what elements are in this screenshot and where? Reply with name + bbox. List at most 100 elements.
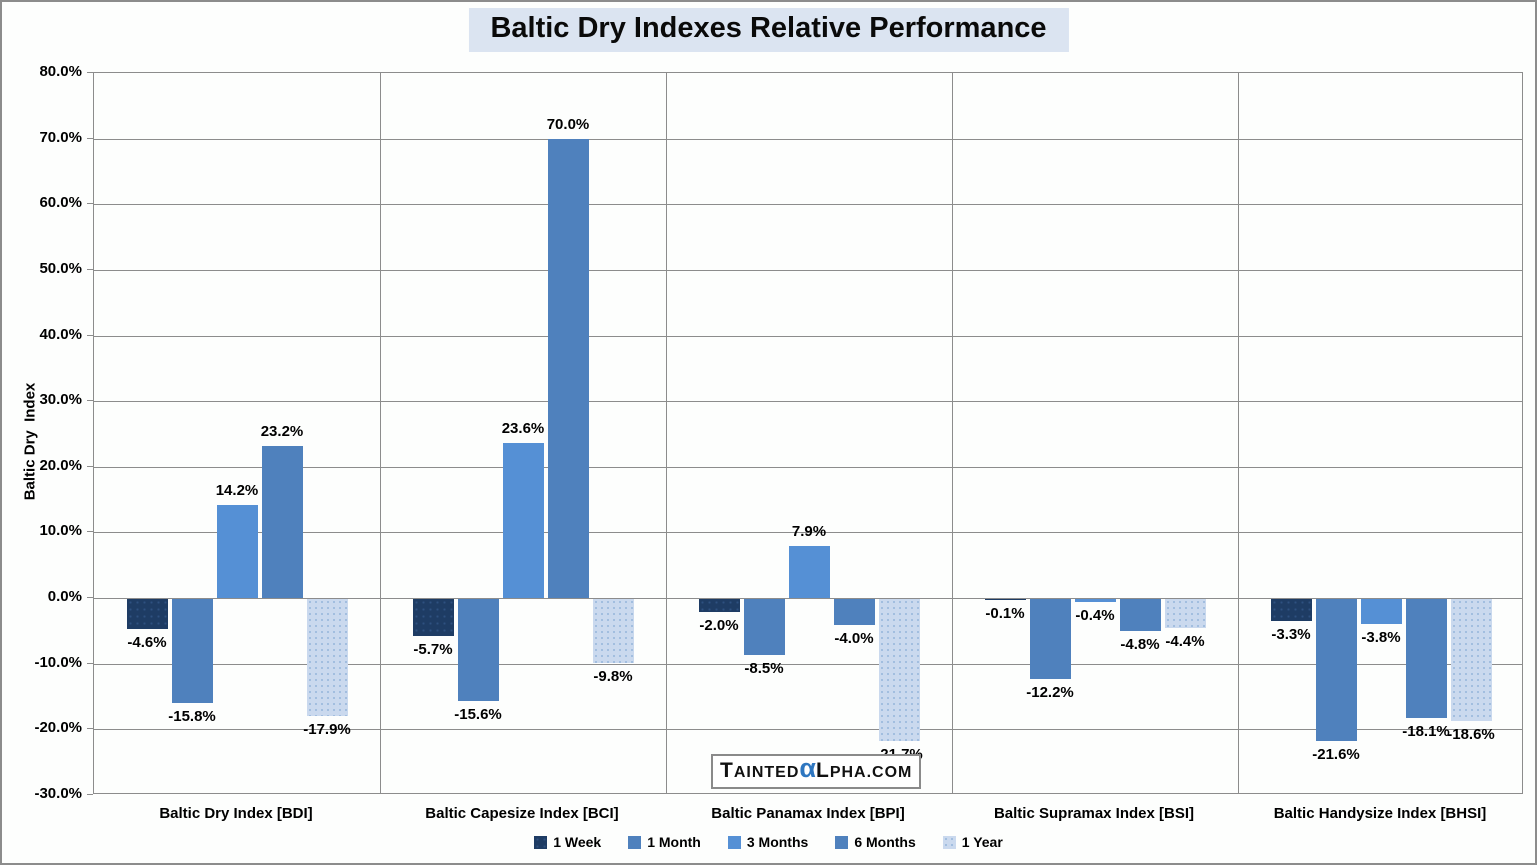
bar-value-label: 23.6%: [501, 420, 545, 437]
bar-value-label: -15.8%: [168, 708, 216, 725]
y-tick-label: -30.0%: [34, 785, 82, 802]
bar-value-label: -21.6%: [1312, 746, 1360, 763]
bar-value-label: -4.4%: [1165, 633, 1205, 650]
bar: [1164, 599, 1206, 628]
legend-item: 3 Months: [727, 834, 809, 850]
y-tick: [87, 466, 93, 467]
bar-value-label: -0.1%: [985, 605, 1025, 622]
category-label: Baltic Dry Index [BDI]: [159, 805, 313, 822]
legend-item: 1 Month: [628, 834, 701, 850]
category-separator: [952, 73, 953, 793]
category-label: Baltic Capesize Index [BCI]: [425, 805, 619, 822]
bar-value-label: -18.6%: [1447, 726, 1495, 743]
bar-value-label: -4.0%: [834, 630, 874, 647]
y-tick: [87, 203, 93, 204]
bar: [1029, 599, 1071, 679]
category-label: Baltic Panamax Index [BPI]: [711, 805, 905, 822]
legend-swatch: [628, 835, 642, 849]
y-tick-label: 80.0%: [39, 63, 82, 80]
bar-value-label: -15.6%: [454, 706, 502, 723]
bar-value-label: 23.2%: [260, 423, 304, 440]
bar-value-label: -12.2%: [1026, 684, 1074, 701]
y-tick: [87, 400, 93, 401]
y-tick: [87, 597, 93, 598]
legend-item: 1 Week: [534, 834, 601, 850]
y-tick-label: 40.0%: [39, 326, 82, 343]
bar: [743, 599, 785, 655]
alpha-glyph: α: [799, 753, 816, 783]
bar-value-label: -2.0%: [699, 617, 739, 634]
bar: [878, 599, 920, 741]
legend-swatch: [835, 835, 849, 849]
y-tick-label: 30.0%: [39, 391, 82, 408]
bar-value-label: -4.6%: [127, 634, 167, 651]
legend-item: 6 Months: [835, 834, 916, 850]
legend-swatch: [942, 835, 956, 849]
bar-value-label: -4.8%: [1120, 636, 1160, 653]
gridline: [94, 139, 1522, 140]
legend-swatch: [534, 835, 548, 849]
bar: [1360, 599, 1402, 624]
bar-value-label: -17.9%: [303, 721, 351, 738]
bar: [984, 599, 1026, 600]
y-tick: [87, 72, 93, 73]
category-label: Baltic Handysize Index [BHSI]: [1273, 805, 1487, 822]
watermark: T AINTED α L PHA.COM: [711, 753, 922, 789]
y-tick: [87, 663, 93, 664]
bar-value-label: 14.2%: [215, 482, 259, 499]
y-tick: [87, 335, 93, 336]
bar: [1405, 599, 1447, 718]
bar: [306, 599, 348, 716]
bar: [171, 599, 213, 703]
gridline: [94, 467, 1522, 468]
bar-value-label: -18.1%: [1402, 723, 1450, 740]
gridline: [94, 598, 1522, 599]
y-tick: [87, 728, 93, 729]
legend-label: 3 Months: [746, 834, 809, 850]
legend-swatch: [727, 835, 741, 849]
legend-label: 1 Year: [961, 834, 1003, 850]
gridline: [94, 729, 1522, 730]
bar-value-label: -3.3%: [1271, 626, 1311, 643]
bar-value-label: -9.8%: [593, 668, 633, 685]
watermark-text: AINTED: [733, 764, 800, 781]
legend-item: 1 Year: [942, 834, 1003, 850]
y-tick: [87, 531, 93, 532]
gridline: [94, 270, 1522, 271]
bar: [1074, 599, 1116, 602]
y-tick: [87, 269, 93, 270]
bar: [412, 599, 454, 636]
bar: [592, 599, 634, 663]
y-tick-label: 10.0%: [39, 522, 82, 539]
gridline: [94, 532, 1522, 533]
gridline: [94, 401, 1522, 402]
bar: [698, 599, 740, 612]
bar: [1450, 599, 1492, 721]
bar-value-label: -5.7%: [413, 641, 453, 658]
bar: [457, 599, 499, 701]
y-tick-label: -10.0%: [34, 654, 82, 671]
bar: [1270, 599, 1312, 621]
gridline: [94, 336, 1522, 337]
bar-value-label: 70.0%: [546, 116, 590, 133]
bar-value-label: 7.9%: [791, 523, 827, 540]
legend-label: 6 Months: [854, 834, 916, 850]
watermark-text: T: [720, 759, 734, 782]
watermark-text: PHA.COM: [829, 764, 913, 781]
bar: [547, 139, 589, 598]
bar-value-label: -8.5%: [744, 660, 784, 677]
bar: [1315, 599, 1357, 741]
bar-value-label: -3.8%: [1361, 629, 1401, 646]
category-label: Baltic Supramax Index [BSI]: [993, 805, 1195, 822]
y-tick: [87, 794, 93, 795]
plot-area: -4.6% -5.7% -2.0% -0.1% -3.3% -15.8% -15.6% -8.…: [93, 72, 1523, 794]
bar: [502, 443, 544, 598]
y-tick-label: 50.0%: [39, 260, 82, 277]
y-tick-label: 70.0%: [39, 129, 82, 146]
gridline: [94, 664, 1522, 665]
category-separator: [380, 73, 381, 793]
chart-title: Baltic Dry Indexes Relative Performance: [468, 8, 1069, 52]
y-tick-label: -20.0%: [34, 719, 82, 736]
bar: [261, 446, 303, 598]
